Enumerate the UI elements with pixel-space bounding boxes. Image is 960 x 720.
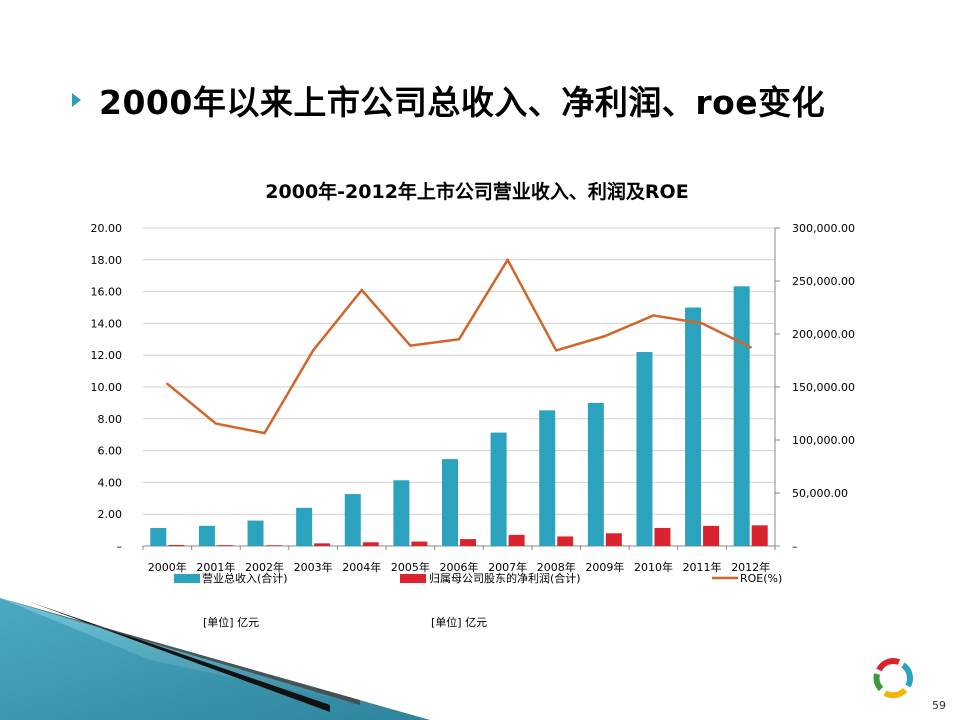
legend-label-roe: ROE(%) <box>740 572 782 585</box>
x-tick-label: 2009年 <box>585 560 624 574</box>
left-tick-label: 8.00 <box>98 413 123 426</box>
triangle-bullet-icon <box>72 93 81 107</box>
x-tick-label: 2007年 <box>488 560 527 574</box>
roe-point <box>555 349 558 352</box>
profit-bar <box>265 545 282 546</box>
chart-title: 2000年-2012年上市公司营业收入、利润及ROE <box>265 180 688 203</box>
roe-point <box>700 322 704 325</box>
roe-point <box>457 338 461 341</box>
revenue-bar <box>636 352 653 546</box>
revenue-bar <box>733 286 750 546</box>
unit-notes: [单位] 亿元 [单位] 亿元 <box>203 615 487 629</box>
left-axis-ticks: 20.00 18.00 16.00 14.00 12.00 10.00 8.00 6.00 4.… <box>91 222 123 553</box>
profit-bar <box>460 539 476 546</box>
axes <box>142 228 776 550</box>
revenue-bar <box>587 402 604 546</box>
unit-note-right: [单位] 亿元 <box>431 615 487 629</box>
right-tick-label: 200,000.00 <box>792 328 855 341</box>
roe-point <box>263 431 266 435</box>
x-tick-label: 2003年 <box>294 560 333 574</box>
slide-title: 2000年以来上市公司总收入、净利润、roe变化 <box>72 76 825 124</box>
left-tick-label: – <box>117 540 123 553</box>
roe-polyline <box>166 258 752 435</box>
x-tick-label: 2006年 <box>440 560 479 574</box>
x-tick-label: 2004年 <box>342 560 381 574</box>
revenue-bar <box>442 459 458 546</box>
roe-line <box>166 258 752 435</box>
profit-bar <box>654 527 671 546</box>
right-tick-label: 300,000.00 <box>792 222 855 235</box>
legend-swatch-profit <box>400 574 426 583</box>
roe-point <box>360 288 363 292</box>
left-tick-label: 10.00 <box>91 381 123 394</box>
revenue-bar <box>685 307 702 546</box>
unit-note-left: [单位] 亿元 <box>203 615 259 629</box>
x-tick-label: 2012年 <box>731 560 770 574</box>
revenue-bar <box>198 525 215 546</box>
x-axis-ticks: 2000年 2001年 2002年 2003年 2004年 2005年 2006年 2007年… <box>148 560 770 574</box>
x-tick-label: 2000年 <box>148 560 187 574</box>
right-tick-label: 250,000.00 <box>792 275 855 288</box>
profit-bar <box>216 545 233 546</box>
profit-bar <box>168 544 185 546</box>
legend-label-revenue: 营业总收入(合计) <box>202 571 288 585</box>
page-number: 59 <box>932 699 946 712</box>
profit-bar <box>557 536 574 546</box>
roe-point <box>166 382 169 386</box>
profit-bar <box>362 542 379 546</box>
roe-point <box>749 346 752 349</box>
profit-bar <box>751 525 768 546</box>
gridlines <box>143 227 775 547</box>
x-tick-label: 2008年 <box>537 560 576 574</box>
x-tick-label: 2011年 <box>683 560 722 574</box>
right-tick-label: 100,000.00 <box>792 434 855 447</box>
revenue-bar <box>150 527 167 546</box>
roe-point <box>603 334 607 338</box>
right-tick-label: 150,000.00 <box>792 381 855 394</box>
left-tick-label: 20.00 <box>91 222 123 235</box>
bars <box>150 286 768 546</box>
right-tick-label: 50,000.00 <box>792 487 848 500</box>
revenue-bar <box>296 507 313 546</box>
left-tick-label: 4.00 <box>98 476 123 489</box>
x-tick-label: 2002年 <box>245 560 284 574</box>
profit-bar <box>605 533 622 546</box>
revenue-bar <box>539 410 556 546</box>
legend-swatch-revenue <box>174 574 200 583</box>
left-tick-label: 14.00 <box>91 317 123 330</box>
x-tick-label: 2010年 <box>634 560 673 574</box>
roe-point <box>409 344 412 347</box>
x-tick-label: 2001年 <box>196 560 235 574</box>
roe-point <box>652 314 655 317</box>
profit-bar <box>314 543 331 546</box>
legend-label-profit: 归属母公司股东的净利润(合计) <box>429 571 581 585</box>
profit-bar <box>703 525 720 546</box>
slide-title-text: 2000年以来上市公司总收入、净利润、roe变化 <box>99 83 826 122</box>
revenue-bar <box>344 494 361 546</box>
roe-point <box>311 349 315 352</box>
revenue-bar <box>393 480 410 546</box>
legend: 营业总收入(合计) 归属母公司股东的净利润(合计) ROE(%) <box>174 571 782 585</box>
profit-bar <box>508 534 525 546</box>
left-tick-label: 12.00 <box>91 349 123 362</box>
left-tick-label: 18.00 <box>91 254 123 267</box>
left-tick-label: 2.00 <box>98 508 123 521</box>
left-tick-label: 6.00 <box>98 445 123 458</box>
x-tick-label: 2005年 <box>391 560 430 574</box>
left-tick-label: 16.00 <box>91 286 123 299</box>
right-tick-label: – <box>792 540 798 553</box>
revenue-bar <box>247 520 264 546</box>
revenue-bar <box>490 432 507 546</box>
profit-bar <box>411 541 428 546</box>
roe-point <box>214 422 218 425</box>
right-axis-ticks: 300,000.00 250,000.00 200,000.00 150,000.00… <box>775 222 855 553</box>
roe-point <box>506 258 509 261</box>
